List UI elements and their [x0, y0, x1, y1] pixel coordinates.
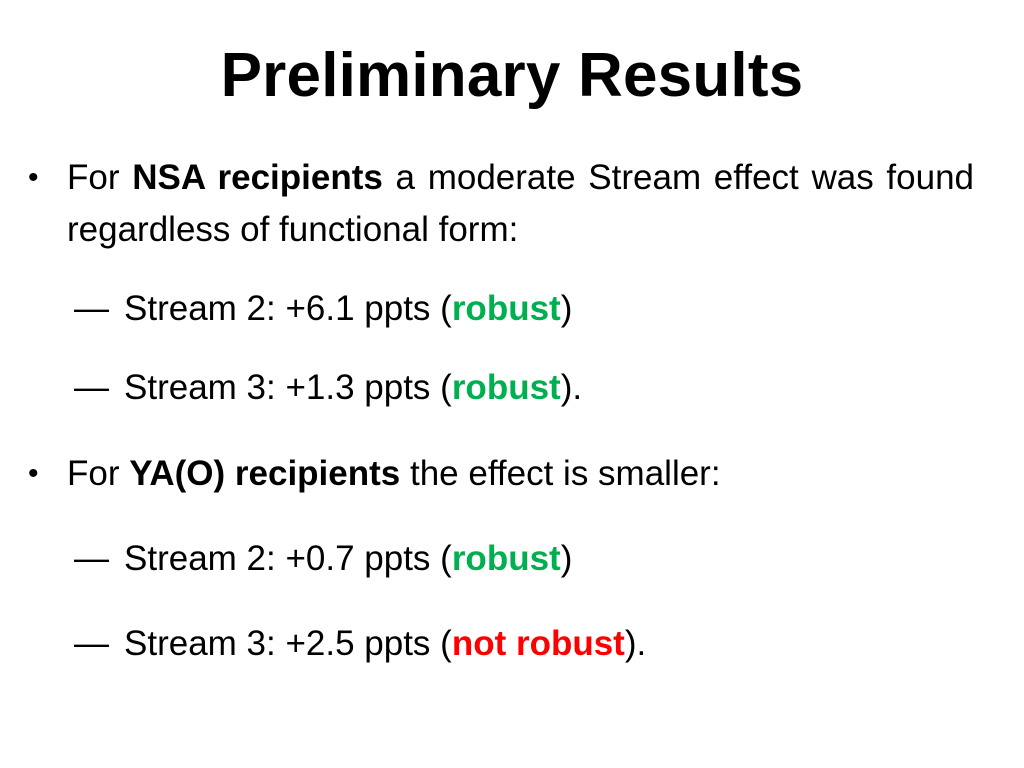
bullet-bold-term: NSA recipients [132, 158, 383, 197]
bullet-dot-icon: • [28, 161, 39, 194]
dash-icon: — [74, 368, 109, 407]
dash-icon: — [74, 539, 109, 578]
subitem-text: Stream 3: +1.3 ppts ( [124, 368, 452, 407]
status-label: robust [451, 368, 561, 407]
status-label: not robust [451, 624, 625, 663]
subitem-text: Stream 2: +6.1 ppts ( [124, 289, 452, 328]
bullet-nsa-recipients: • For NSA recipients a moderate Stream e… [28, 152, 974, 256]
subitem-close: ) [560, 289, 573, 328]
subitem-nsa-stream-2: — Stream 2: +6.1 ppts (robust) [74, 283, 572, 335]
subitem-yao-stream-3: — Stream 3: +2.5 ppts (not robust). [74, 618, 646, 670]
subitem-text: Stream 2: +0.7 ppts ( [124, 539, 452, 578]
subitem-nsa-stream-3: — Stream 3: +1.3 ppts (robust). [74, 362, 582, 414]
dash-icon: — [74, 289, 109, 328]
bullet-prefix: For [67, 454, 130, 493]
bullet-text: For NSA recipients a moderate Stream eff… [67, 152, 974, 256]
subitem-yao-stream-2: — Stream 2: +0.7 ppts (robust) [74, 533, 572, 585]
subitem-close: ). [624, 624, 647, 663]
bullet-text: For YA(O) recipients the effect is small… [67, 448, 974, 500]
dash-icon: — [74, 624, 109, 663]
bullet-bold-term: YA(O) recipients [129, 454, 401, 493]
subitem-text: Stream 3: +2.5 ppts ( [124, 624, 452, 663]
bullet-suffix: the effect is smaller: [400, 454, 721, 493]
bullet-yao-recipients: • For YA(O) recipients the effect is sma… [28, 448, 974, 500]
subitem-close: ). [560, 368, 583, 407]
status-label: robust [451, 289, 561, 328]
slide-title: Preliminary Results [220, 41, 804, 110]
subitem-close: ) [560, 539, 573, 578]
bullet-dot-icon: • [28, 457, 39, 490]
bullet-suffix: a moderate Stream effect was found regar… [67, 158, 974, 249]
bullet-prefix: For [67, 158, 133, 197]
status-label: robust [451, 539, 561, 578]
